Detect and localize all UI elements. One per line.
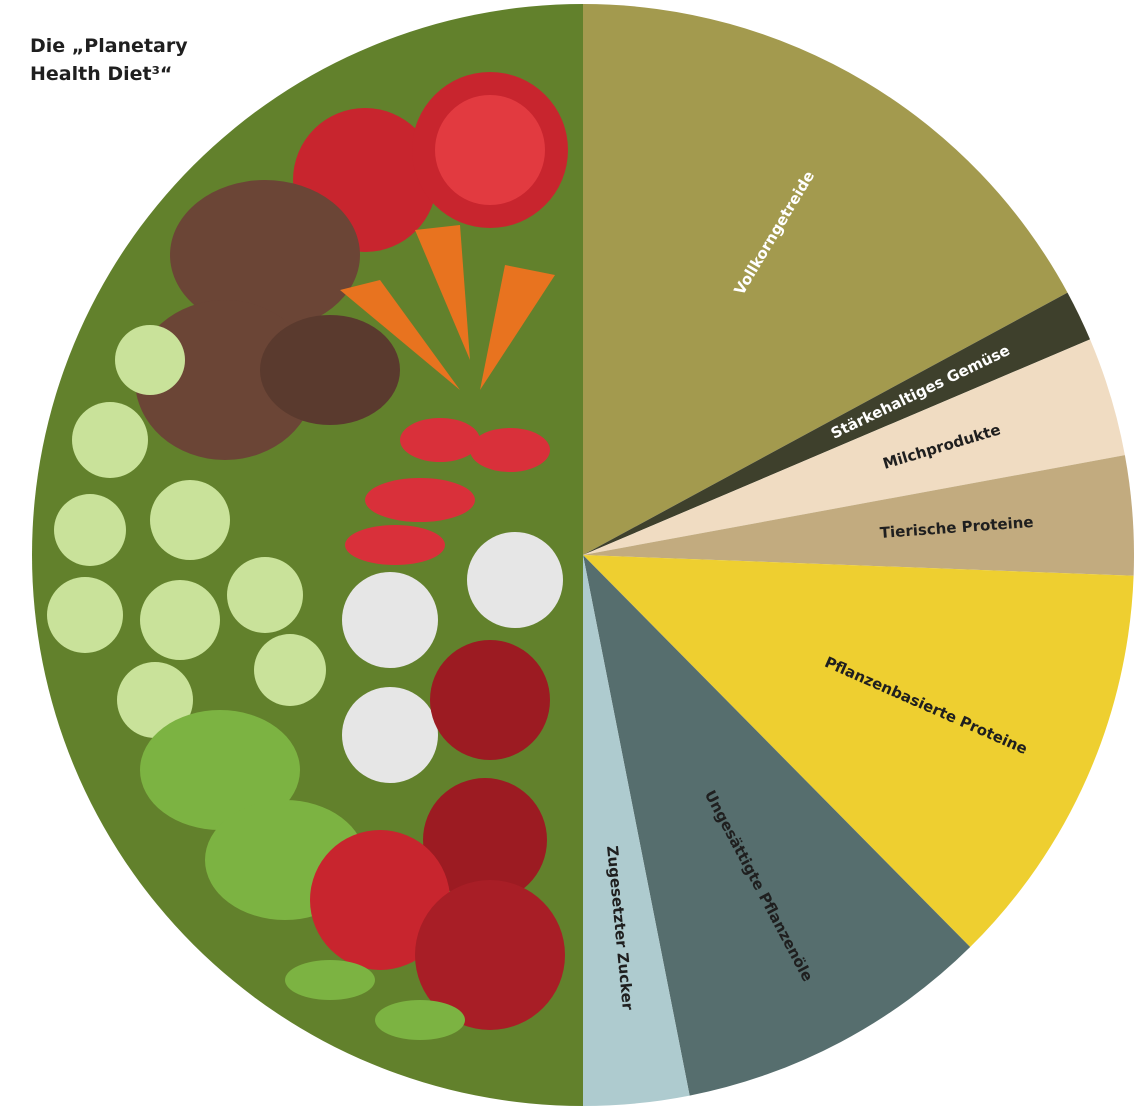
page: Die „Planetary Health Diet³“ xyxy=(0,0,1134,1108)
broccoli xyxy=(150,480,230,560)
leaf xyxy=(375,1000,465,1040)
garlic xyxy=(342,572,438,668)
broccoli xyxy=(227,557,303,633)
chili xyxy=(365,478,475,522)
leaf xyxy=(285,960,375,1000)
chili xyxy=(345,525,445,565)
chili xyxy=(400,418,480,462)
broccoli xyxy=(54,494,126,566)
onion xyxy=(430,640,550,760)
chili xyxy=(470,428,550,472)
garlic xyxy=(467,532,563,628)
garlic xyxy=(342,687,438,783)
mushroom xyxy=(260,315,400,425)
broccoli xyxy=(254,634,326,706)
broccoli xyxy=(72,402,148,478)
chart: VollkorngetreideStärkehaltiges GemüseMil… xyxy=(0,0,1134,1108)
tomato-inner xyxy=(435,95,545,205)
broccoli xyxy=(140,580,220,660)
broccoli xyxy=(47,577,123,653)
broccoli xyxy=(115,325,185,395)
chart-title: Die „Planetary Health Diet³“ xyxy=(30,32,205,88)
